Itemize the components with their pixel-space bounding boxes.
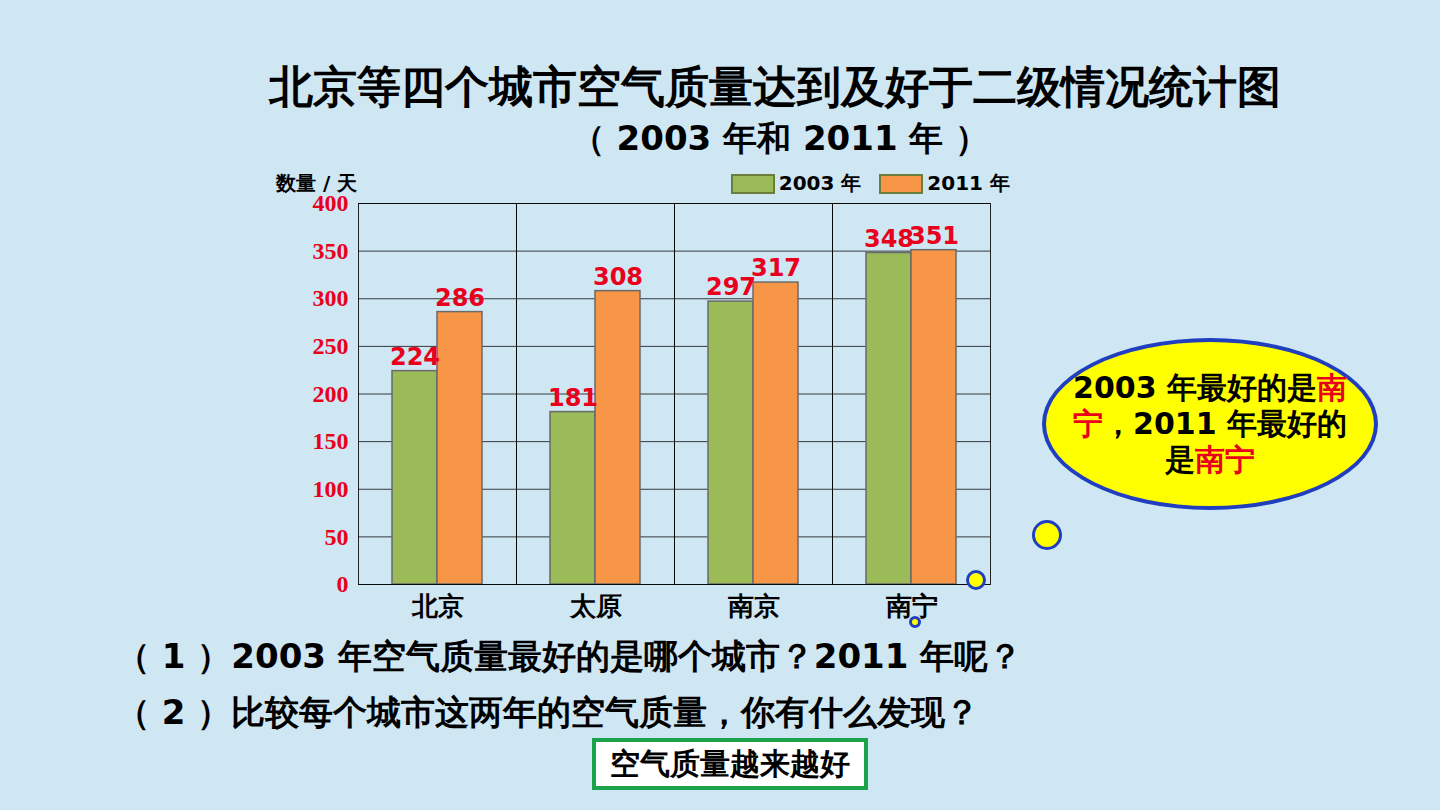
svg-text:317: 317 xyxy=(751,254,801,282)
svg-text:297: 297 xyxy=(706,273,756,301)
html-text:北京等四个城市空气质量达到及好于二级情况统计图: 北京等四个城市空气质量达到及好于二级情况统计图 xyxy=(269,61,1281,112)
svg-text:0: 0 xyxy=(337,571,349,597)
svg-text:150: 150 xyxy=(313,428,349,454)
svg-text:181: 181 xyxy=(548,384,598,412)
html-text:2011 年: 2011 年 xyxy=(927,171,1010,195)
html-text:（ 2 ）比较每个城市这两年的空气质量，你有什么发现？: （ 2 ）比较每个城市这两年的空气质量，你有什么发现？ xyxy=(116,692,980,732)
svg-text:348: 348 xyxy=(864,225,914,253)
svg-text:286: 286 xyxy=(435,284,485,312)
svg-text:224: 224 xyxy=(390,343,440,371)
html-text:数量 / 天: 数量 / 天 xyxy=(276,171,358,195)
html-text:2003 年: 2003 年 xyxy=(778,171,862,195)
svg-text:100: 100 xyxy=(313,476,349,502)
svg-text:50: 50 xyxy=(325,524,349,550)
svg-text:250: 250 xyxy=(313,333,349,359)
html-text:（ 1 ）2003 年空气质量最好的是哪个城市？2011 年: （ 1 ）2003 年空气质量最好的是哪个城市？2011 年呢？ xyxy=(116,636,1023,676)
html-text:（ 2003 年和 2011 年 ）: （ 2003 年和 2011 年 ） xyxy=(570,118,990,158)
svg-text:南京: 南京 xyxy=(727,591,780,621)
html-text:空气质量越来越好: 空气质量越来越好 xyxy=(610,746,850,781)
html-text:2003 年最好的是南宁，2011 年最好的是南宁: 2003 年最好的是南宁，2011 年最好的是南宁 xyxy=(1073,370,1347,477)
svg-text:北京: 北京 xyxy=(411,591,464,621)
svg-text:太原: 太原 xyxy=(569,591,622,621)
svg-text:300: 300 xyxy=(313,285,349,311)
svg-text:200: 200 xyxy=(313,381,349,407)
svg-text:308: 308 xyxy=(593,263,643,291)
svg-text:400: 400 xyxy=(313,190,349,216)
svg-text:南宁: 南宁 xyxy=(885,591,938,621)
svg-text:350: 350 xyxy=(313,238,349,264)
svg-text:351: 351 xyxy=(909,222,959,250)
